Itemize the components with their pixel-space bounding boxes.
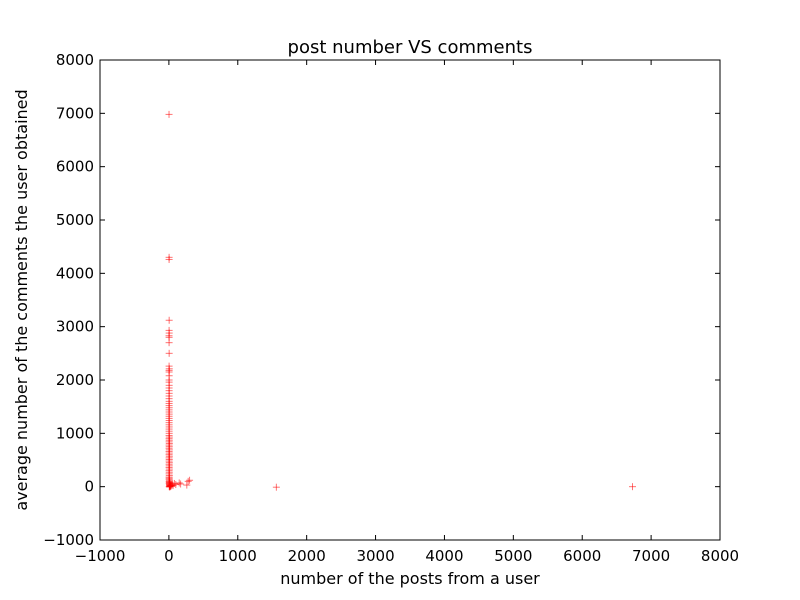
data-point — [186, 476, 194, 484]
data-point — [165, 349, 173, 357]
y-tick-label: 3000 — [56, 318, 94, 336]
y-tick-label: 0 — [84, 478, 94, 496]
data-point — [170, 479, 178, 487]
data-point — [175, 479, 183, 487]
data-point — [165, 339, 173, 347]
data-point — [629, 483, 637, 491]
data-point — [165, 316, 173, 324]
data-points — [165, 110, 637, 491]
x-tick-label: 5000 — [494, 547, 532, 565]
y-tick-label: 1000 — [56, 424, 94, 442]
x-tick-label: 2000 — [288, 547, 326, 565]
data-point — [184, 477, 192, 485]
x-tick-label: −1000 — [75, 547, 126, 565]
x-axis-ticks: −1000 0 1000 2000 3000 4000 5000 6000 7000 8000 — [75, 60, 739, 565]
x-axis-label: number of the posts from a user — [280, 569, 540, 588]
data-point — [177, 480, 185, 488]
y-tick-label: −1000 — [43, 531, 94, 549]
x-tick-label: 1000 — [219, 547, 257, 565]
y-tick-label: 4000 — [56, 264, 94, 282]
data-point — [183, 481, 191, 489]
x-tick-label: 6000 — [563, 547, 601, 565]
x-tick-label: 4000 — [425, 547, 463, 565]
y-axis-label: average number of the comments the user … — [12, 89, 31, 510]
x-tick-label: 3000 — [356, 547, 394, 565]
y-tick-label: 5000 — [56, 211, 94, 229]
data-point — [165, 255, 173, 263]
x-tick-label: 7000 — [632, 547, 670, 565]
x-tick-label: 0 — [164, 547, 174, 565]
data-point — [172, 481, 180, 489]
x-tick-label: 8000 — [701, 547, 739, 565]
y-tick-label: 6000 — [56, 158, 94, 176]
plot-frame — [99, 59, 721, 541]
data-point — [165, 110, 173, 118]
y-tick-label: 7000 — [56, 104, 94, 122]
plot-background — [100, 60, 720, 540]
y-axis-ticks: −1000 0 1000 2000 3000 4000 5000 6000 7000 8000 — [43, 51, 720, 549]
y-tick-label: 2000 — [56, 371, 94, 389]
data-point — [272, 483, 280, 491]
plot-area — [100, 60, 720, 540]
chart-title: post number VS comments — [288, 37, 533, 58]
y-tick-label: 8000 — [56, 51, 94, 69]
